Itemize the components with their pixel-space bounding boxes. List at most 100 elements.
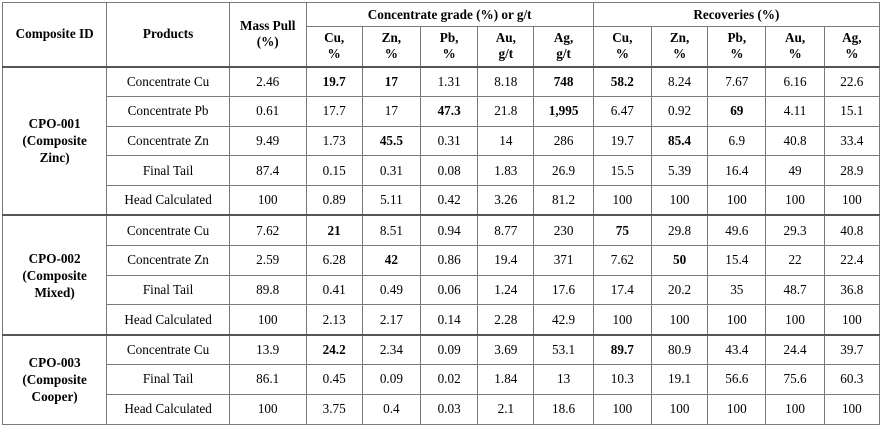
header-grade-element: Cu, [324, 30, 345, 46]
header-recovery-col: Cu,% [592, 26, 652, 67]
header-recovery-element: Au, [784, 30, 806, 46]
product-cell: Final Tail [106, 274, 230, 306]
grade-cell: 748 [533, 65, 594, 97]
composite-id-line: CPO-001 [28, 116, 81, 132]
grade-cell: 13 [533, 363, 594, 395]
grade-cell: 21.8 [477, 95, 535, 127]
mass-pull-cell: 9.49 [228, 125, 307, 157]
grade-cell: 0.94 [419, 214, 479, 246]
mass-pull-cell: 100 [228, 304, 307, 336]
product-cell: Concentrate Cu [106, 65, 230, 97]
grade-cell: 371 [533, 244, 594, 276]
recovery-cell: 28.9 [823, 155, 881, 187]
recovery-cell: 58.2 [592, 65, 652, 97]
header-grade-col: Zn,% [361, 26, 422, 67]
grade-cell: 0.86 [419, 244, 479, 276]
table-row: Concentrate Zn 2.59 6.28 42 0.86 19.4 371 7.62 5… [3, 244, 881, 276]
mass-pull-cell: 2.59 [228, 244, 307, 276]
results-table: Composite ID Products Mass Pull (%) Conc… [1, 2, 881, 425]
recovery-cell: 29.8 [650, 214, 709, 246]
header-grade-element: Zn, [381, 30, 402, 46]
composite-id-cell: CPO-001 (Composite Zinc) [1, 65, 108, 216]
header-composite-id: Composite ID [1, 2, 108, 67]
grade-cell: 24.2 [305, 333, 363, 365]
header-recovery-col: Pb,% [707, 26, 767, 67]
recovery-cell: 69 [707, 95, 767, 127]
grade-cell: 0.89 [305, 185, 363, 216]
grade-cell: 0.4 [361, 393, 422, 425]
recovery-cell: 100 [592, 185, 652, 216]
table-row: CPO-003 (Composite Cooper) Concentrate Cu 13… [1, 333, 881, 425]
product-cell: Concentrate Cu [106, 214, 230, 246]
header-grade-group: Concentrate grade (%) or g/t [305, 2, 594, 27]
grade-cell: 47.3 [419, 95, 479, 127]
grade-cell: 0.31 [419, 125, 479, 157]
recovery-cell: 29.3 [765, 214, 825, 246]
header-recovery-col: Ag,% [823, 26, 881, 67]
header-products: Products [106, 2, 230, 67]
recovery-cell: 5.39 [650, 155, 709, 187]
composite-id-cell: CPO-002 (Composite Mixed) [1, 214, 108, 336]
grade-cell: 17.6 [533, 274, 594, 306]
grade-cell: 19.7 [305, 65, 363, 97]
header-recovery-unit: % [615, 46, 629, 62]
recovery-cell: 100 [592, 304, 652, 336]
grade-cell: 17 [361, 95, 422, 127]
recovery-cell: 35 [707, 274, 767, 306]
table-header: Composite ID Products Mass Pull (%) Conc… [1, 2, 881, 67]
recovery-cell: 6.47 [592, 95, 652, 127]
recovery-cell: 100 [823, 393, 881, 425]
mass-pull-cell: 13.9 [228, 333, 307, 365]
recovery-cell: 50 [650, 244, 709, 276]
recovery-cell: 100 [592, 393, 652, 425]
product-cell: Head Calculated [106, 185, 230, 216]
grade-cell: 1.73 [305, 125, 363, 157]
grade-cell: 1,995 [533, 95, 594, 127]
header-recovery-element: Cu, [612, 30, 633, 46]
grade-cell: 286 [533, 125, 594, 157]
grade-cell: 18.6 [533, 393, 594, 425]
grade-cell: 0.45 [305, 363, 363, 395]
table-body: CPO-001 (Composite Zinc) Concentrate Cu 2.46… [1, 65, 881, 425]
header-grade-element: Au, [495, 30, 516, 46]
recovery-cell: 56.6 [707, 363, 767, 395]
composite-id-cell: CPO-003 (Composite Cooper) [1, 333, 108, 425]
recovery-cell: 100 [650, 393, 709, 425]
grade-cell: 0.42 [419, 185, 479, 216]
grade-cell: 230 [533, 214, 594, 246]
grade-cell: 0.06 [419, 274, 479, 306]
grade-cell: 8.18 [477, 65, 535, 97]
composite-id-line: (Composite [22, 133, 87, 149]
header-grade-col: Ag, g/t [533, 26, 594, 67]
grade-cell: 0.09 [419, 333, 479, 365]
recovery-cell: 43.4 [707, 333, 767, 365]
recovery-cell: 80.9 [650, 333, 709, 365]
mass-pull-cell: 87.4 [228, 155, 307, 187]
table-row: Head Calculated 100 2.13 2.17 0.14 2.28 42.9 10… [3, 304, 881, 336]
recovery-cell: 15.5 [592, 155, 652, 187]
header-grade-element: Pb, [439, 30, 459, 46]
recovery-cell: 49 [765, 155, 825, 187]
grade-cell: 81.2 [533, 185, 594, 216]
grade-cell: 14 [477, 125, 535, 157]
composite-id-line: Zinc) [39, 150, 70, 166]
grade-cell: 42 [361, 244, 422, 276]
recovery-cell: 15.4 [707, 244, 767, 276]
grade-cell: 0.02 [419, 363, 479, 395]
recovery-cell: 8.24 [650, 65, 709, 97]
header-grade-unit: % [384, 46, 398, 62]
recovery-cell: 6.16 [765, 65, 825, 97]
grade-cell: 8.51 [361, 214, 422, 246]
header-grade-element: Ag, [553, 30, 574, 46]
grade-cell: 2.13 [305, 304, 363, 336]
header-recovery-col: Zn,% [650, 26, 709, 67]
grade-cell: 8.77 [477, 214, 535, 246]
grade-cell: 0.15 [305, 155, 363, 187]
recovery-cell: 100 [650, 304, 709, 336]
recovery-cell: 10.3 [592, 363, 652, 395]
recovery-cell: 100 [765, 393, 825, 425]
grade-cell: 3.26 [477, 185, 535, 216]
header-recovery-unit: % [788, 46, 802, 62]
recovery-cell: 75.6 [765, 363, 825, 395]
header-grade-col: Pb,% [419, 26, 479, 67]
